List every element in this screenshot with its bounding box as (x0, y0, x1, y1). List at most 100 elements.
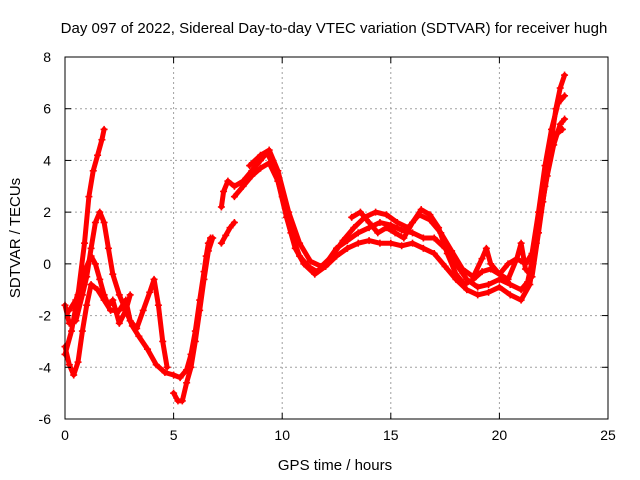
data-point (200, 275, 208, 283)
data-point (196, 306, 204, 314)
data-point (504, 260, 512, 268)
data-point (81, 239, 89, 247)
data-point (246, 162, 254, 170)
y-tick-label: 2 (43, 204, 51, 220)
data-point (528, 273, 536, 281)
data-point (222, 231, 230, 239)
y-tick-label: 8 (43, 49, 51, 65)
data-point (376, 218, 384, 226)
data-point (161, 368, 169, 376)
x-axis-label: GPS time / hours (278, 457, 392, 474)
data-point (528, 250, 536, 258)
data-point (372, 208, 380, 216)
data-point (541, 162, 549, 170)
data-point (561, 71, 569, 79)
series-trace-j (348, 92, 569, 289)
x-tick-label: 10 (274, 427, 290, 443)
data-point (230, 218, 238, 226)
data-point (558, 125, 566, 133)
data-point (317, 262, 325, 270)
data-point (517, 239, 525, 247)
chart-title: Day 097 of 2022, Sidereal Day-to-day VTE… (61, 20, 608, 37)
data-point (107, 306, 115, 314)
y-tick-label: -6 (39, 411, 52, 427)
data-point (463, 286, 471, 294)
data-point (126, 291, 134, 299)
data-point (513, 255, 521, 263)
data-point (458, 265, 466, 273)
axis-ticks: 0 5 10 15 20 25 -6 -4 -2 0 2 4 6 8 (39, 49, 616, 443)
data-point (96, 275, 104, 283)
data-point (430, 250, 438, 258)
data-point (354, 229, 362, 237)
data-point (441, 262, 449, 270)
series-line (231, 126, 565, 303)
data-point (70, 371, 78, 379)
grid (65, 57, 608, 419)
data-point (78, 275, 86, 283)
data-point (478, 268, 486, 276)
series-trace-c (61, 125, 108, 358)
data-point (521, 260, 529, 268)
data-point (87, 244, 95, 252)
data-point (393, 218, 401, 226)
data-point (417, 206, 425, 214)
data-point (96, 208, 104, 216)
data-point (382, 224, 390, 232)
data-point (154, 301, 162, 309)
data-point (306, 257, 314, 265)
data-point (72, 296, 80, 304)
data-point (248, 172, 256, 180)
data-point (548, 125, 556, 133)
series-line (218, 220, 237, 246)
data-point (204, 247, 212, 255)
y-axis-label: SDTVAR / TECUs (7, 178, 24, 298)
data-point (382, 211, 390, 219)
data-point (311, 270, 319, 278)
data-point (230, 193, 238, 201)
data-point (556, 84, 564, 92)
data-point (230, 182, 238, 190)
data-point (100, 218, 108, 226)
data-point (126, 317, 134, 325)
data-point (265, 159, 273, 167)
data-point (87, 281, 95, 289)
data-point (178, 397, 186, 405)
data-point (517, 296, 525, 304)
data-point (426, 211, 434, 219)
data-point (239, 182, 247, 190)
data-point (256, 151, 264, 159)
data-point (100, 291, 108, 299)
data-point (374, 229, 382, 237)
data-point (226, 224, 234, 232)
data-point (85, 193, 93, 201)
data-point (224, 177, 232, 185)
data-point (89, 167, 97, 175)
data-point (443, 250, 451, 258)
data-point (191, 337, 199, 345)
data-point (217, 239, 225, 247)
data-point (139, 306, 147, 314)
data-point (487, 265, 495, 273)
data-point (256, 164, 264, 172)
data-point (274, 167, 282, 175)
data-point (183, 379, 191, 387)
data-point (556, 120, 564, 128)
data-point (78, 327, 86, 335)
x-tick-label: 5 (170, 427, 178, 443)
y-tick-label: 0 (43, 256, 51, 272)
data-point (554, 100, 562, 108)
data-point (94, 151, 102, 159)
series-trace-f (217, 218, 238, 247)
data-point (485, 281, 493, 289)
data-point (391, 229, 399, 237)
data-point (448, 247, 456, 255)
data-point (291, 244, 299, 252)
data-point (296, 239, 304, 247)
x-tick-label: 25 (600, 427, 616, 443)
data-point (146, 288, 154, 296)
y-tick-label: -2 (39, 308, 52, 324)
data-point (300, 260, 308, 268)
data-point (348, 213, 356, 221)
data-point (217, 203, 225, 211)
